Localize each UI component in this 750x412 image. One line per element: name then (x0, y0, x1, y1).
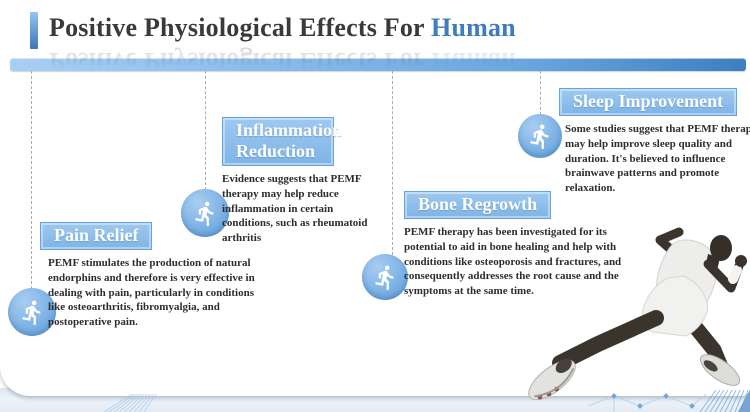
page-title-text: Positive Physiological Effects For (49, 13, 425, 42)
fan-lines-decoration (103, 394, 157, 412)
running-person-icon (21, 300, 40, 325)
running-person-icon (194, 201, 213, 226)
section-body-text: Some studies suggest that PEMF therapy m… (565, 123, 750, 195)
running-person-icon (529, 124, 548, 149)
network-lines-decoration (588, 390, 750, 412)
title-accent-bar (30, 12, 38, 49)
section-title-badge: Sleep Improvement (559, 88, 738, 116)
section-title-badge: Inflammation Reduction (222, 117, 342, 166)
timeline-connector-inflammation (205, 71, 206, 190)
sprinting-man-image (528, 227, 747, 401)
running-person-icon (374, 265, 393, 290)
timeline-connector-sleep (540, 71, 541, 115)
page-title: Positive Physiological Effects For Human (49, 10, 516, 46)
section-body-text: Evidence suggests that PEMF therapy may … (222, 173, 368, 245)
section-title-badge: Pain Relief (40, 222, 153, 250)
runner-icon-circle-inflammation (181, 189, 229, 237)
runner-icon-circle-bone (362, 254, 408, 300)
section-sleep-improvement: Sleep Improvement Some studies suggest t… (559, 88, 750, 196)
timeline-connector-bone (392, 71, 393, 255)
section-title-badge: Bone Regrowth (404, 191, 552, 219)
header: Positive Physiological Effects For Human… (30, 10, 516, 76)
section-pain-relief: Pain Relief PEMF stimulates the producti… (40, 222, 264, 330)
timeline-connector-pain-relief (31, 71, 32, 289)
runner-icon-circle-sleep (518, 114, 562, 158)
section-inflammation-reduction: Inflammation Reduction Evidence suggests… (222, 117, 380, 246)
section-bone-regrowth: Bone Regrowth PEMF therapy has been inve… (404, 191, 648, 299)
title-wrap: Positive Physiological Effects For Human… (49, 10, 516, 76)
section-body-text: PEMF stimulates the production of natura… (48, 257, 255, 329)
section-body-text: PEMF therapy has been investigated for i… (404, 226, 622, 298)
runner-icon-circle-pain-relief (8, 288, 56, 336)
page-title-highlight: Human (431, 13, 516, 42)
timeline-bar (10, 58, 746, 71)
